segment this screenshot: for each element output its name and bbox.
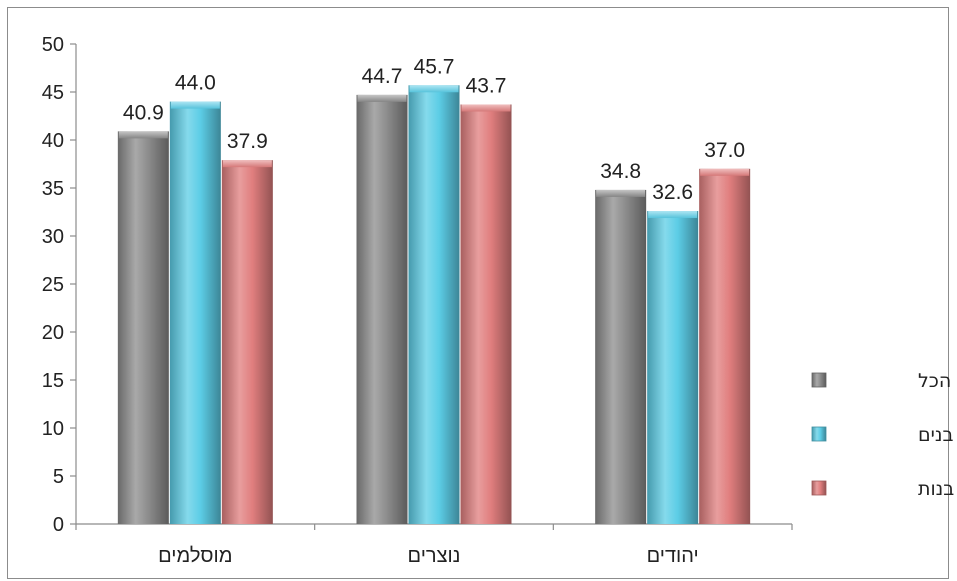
legend-label: סך הכל bbox=[918, 370, 957, 392]
bar-cap bbox=[648, 211, 698, 219]
y-tick-label: 10 bbox=[42, 418, 64, 440]
legend-swatch bbox=[811, 480, 827, 496]
data-label: 32.6 bbox=[652, 181, 693, 204]
y-tick-label: 15 bbox=[42, 370, 64, 392]
bar-cap bbox=[170, 101, 220, 109]
bar bbox=[595, 189, 647, 525]
legend-label: בנות bbox=[918, 478, 954, 500]
data-label: 37.0 bbox=[704, 139, 745, 162]
y-tick-label: 40 bbox=[42, 130, 64, 152]
bar bbox=[647, 211, 699, 525]
y-tick-label: 30 bbox=[42, 226, 64, 248]
y-tick-label: 0 bbox=[53, 514, 64, 536]
data-label: 34.8 bbox=[600, 160, 641, 183]
bar-cap bbox=[118, 131, 168, 139]
bar bbox=[169, 101, 221, 524]
data-label: 45.7 bbox=[414, 55, 455, 78]
bar bbox=[460, 104, 512, 524]
legend-swatch bbox=[811, 372, 827, 388]
bar-cap bbox=[596, 189, 646, 197]
bar bbox=[356, 94, 408, 524]
data-label: 37.9 bbox=[227, 130, 268, 153]
y-tick-label: 25 bbox=[42, 274, 64, 296]
y-tick-label: 20 bbox=[42, 322, 64, 344]
y-tick-label: 50 bbox=[42, 34, 64, 56]
bar-cap bbox=[222, 160, 272, 168]
x-category-label: מוסלמים bbox=[158, 545, 232, 567]
bar-cap bbox=[357, 94, 407, 102]
bar bbox=[117, 131, 169, 525]
bar-cap bbox=[461, 104, 511, 112]
bar bbox=[221, 160, 273, 524]
bar-cap bbox=[409, 85, 459, 93]
legend: סך הכל בנים בנות bbox=[811, 370, 957, 500]
bar bbox=[408, 85, 460, 524]
y-tick-label: 5 bbox=[53, 466, 64, 488]
x-category-label: נוצרים bbox=[408, 545, 461, 567]
x-category-label: יהודים bbox=[647, 545, 699, 567]
y-tick-label: 35 bbox=[42, 178, 64, 200]
bars bbox=[117, 85, 751, 525]
bar-cap bbox=[700, 168, 750, 176]
legend-swatch bbox=[811, 426, 827, 442]
bar bbox=[699, 168, 751, 525]
legend-label: בנים bbox=[918, 424, 953, 446]
data-label: 40.9 bbox=[123, 101, 164, 124]
y-tick-label: 45 bbox=[42, 82, 64, 104]
data-label: 44.0 bbox=[175, 72, 216, 95]
data-labels: 40.9 44.0 37.9 44.7 45.7 43.7 34.8 32.6 37.0 bbox=[123, 55, 745, 204]
data-label: 43.7 bbox=[466, 74, 507, 97]
data-label: 44.7 bbox=[362, 65, 403, 88]
